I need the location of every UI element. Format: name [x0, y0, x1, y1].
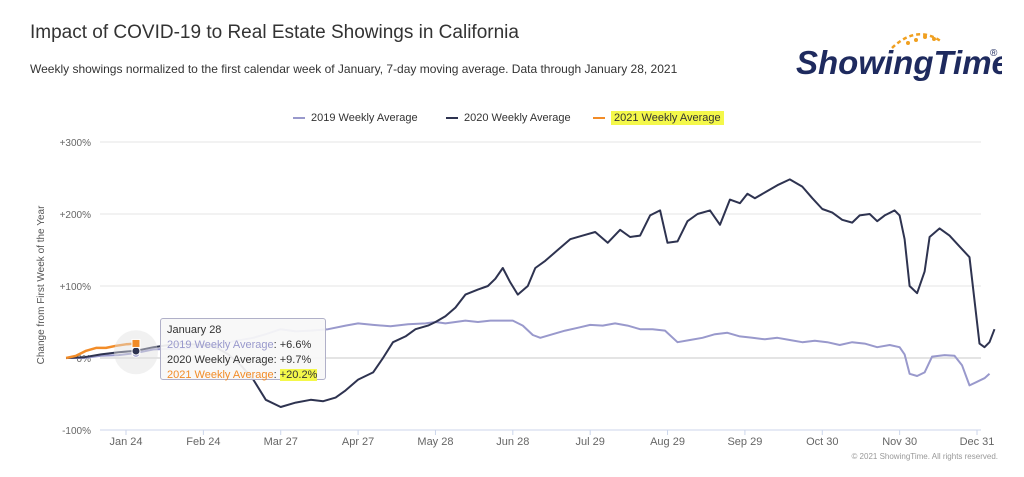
y-axis-label: Change from First Week of the Year: [36, 205, 47, 364]
legend-item-2019[interactable]: 2019 Weekly Average: [293, 110, 418, 126]
copyright: © 2021 ShowingTime. All rights reserved.: [851, 452, 998, 461]
marker-2020: [131, 346, 141, 356]
legend-item-2021[interactable]: 2021 Weekly Average: [593, 110, 724, 126]
y-tick-label: -100%: [62, 426, 91, 437]
legend-label-2020: 2020 Weekly Average: [464, 112, 571, 124]
y-tick-label: +200%: [60, 210, 92, 221]
x-tick-label: Jul 29: [576, 436, 605, 448]
legend: 2019 Weekly Average 2020 Weekly Average …: [0, 110, 1024, 126]
legend-swatch-2020: [446, 117, 458, 119]
y-tick-label: +300%: [60, 138, 92, 149]
x-tick-label: Apr 27: [342, 436, 374, 448]
x-tick-label: Mar 27: [264, 436, 298, 448]
tooltip-label-2019: 2019 Weekly Average: [167, 339, 274, 351]
chart-title: Impact of COVID-19 to Real Estate Showin…: [30, 22, 519, 43]
tooltip-label-2020: 2020 Weekly Average: [167, 354, 274, 366]
logo-text: ShowingTime: [796, 44, 1002, 81]
x-tick-label: May 28: [417, 436, 453, 448]
tooltip-value-2019: +6.6%: [279, 339, 312, 351]
legend-swatch-2019: [293, 117, 305, 119]
series-line-2021[interactable]: [65, 342, 137, 360]
marker-2021: [131, 338, 141, 348]
legend-label-2021: 2021 Weekly Average: [611, 111, 724, 125]
tooltip-row-2020: 2020 Weekly Average: +9.7%: [167, 354, 312, 366]
tooltip-value-2021: +20.2%: [279, 369, 318, 381]
x-tick-label: Jan 24: [109, 436, 142, 448]
x-tick-label: Feb 24: [186, 436, 220, 448]
legend-item-2020[interactable]: 2020 Weekly Average: [446, 110, 571, 126]
x-tick-label: Sep 29: [727, 436, 762, 448]
tooltip: January 28 2019 Weekly Average: +6.6% 20…: [160, 318, 326, 381]
registered-mark: ®: [990, 48, 998, 59]
series-line-2020[interactable]: [66, 178, 996, 408]
tooltip-row-2021: 2021 Weekly Average: +20.2%: [167, 369, 318, 381]
x-tick-label: Aug 29: [650, 436, 685, 448]
y-tick-label: 0%: [77, 354, 92, 365]
legend-swatch-2021: [593, 117, 605, 119]
tooltip-value-2020: +9.7%: [279, 354, 312, 366]
x-tick-label: Oct 30: [806, 436, 838, 448]
tooltip-date: January 28: [167, 324, 222, 336]
tooltip-label-2021: 2021 Weekly Average: [167, 369, 274, 381]
chart-subtitle: Weekly showings normalized to the first …: [30, 62, 678, 76]
showingtime-logo: ShowingTime ®: [796, 33, 1002, 81]
x-tick-label: Nov 30: [882, 436, 917, 448]
tooltip-row-2019: 2019 Weekly Average: +6.6%: [167, 339, 312, 351]
x-tick-label: Jun 28: [496, 436, 529, 448]
sunrise-arc-icon: [891, 33, 943, 49]
y-tick-label: +100%: [60, 282, 92, 293]
legend-label-2019: 2019 Weekly Average: [311, 112, 418, 124]
x-tick-label: Dec 31: [960, 436, 995, 448]
